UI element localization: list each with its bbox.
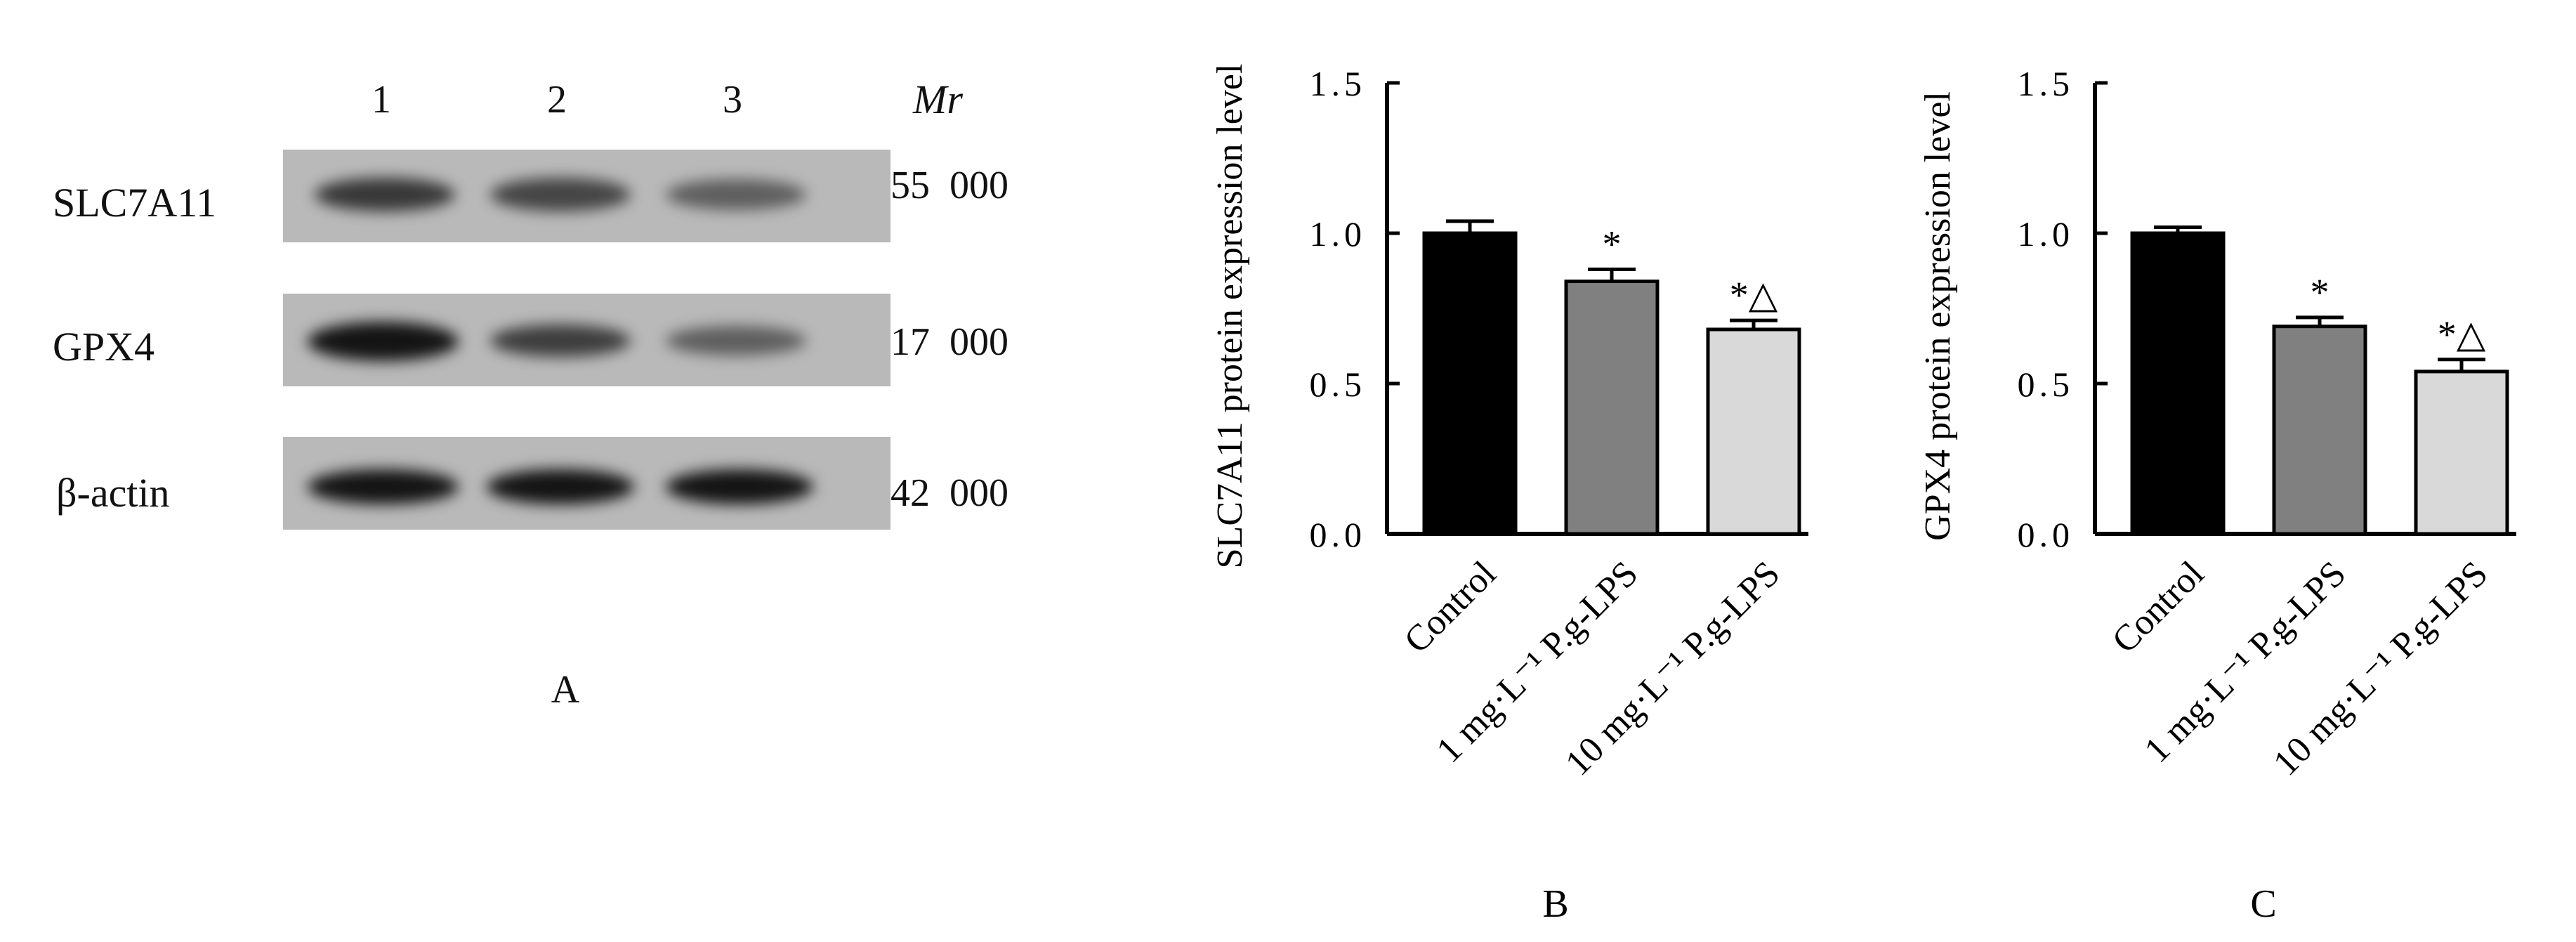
y-tick-label: 1.5	[1310, 64, 1367, 103]
y-tick-label: 1.0	[1310, 214, 1367, 254]
bar-2	[1564, 279, 1660, 536]
mr-value-beta-actin: 42 000	[891, 471, 1008, 515]
y-tick-label: 0.5	[1310, 365, 1367, 404]
protein-label-beta-actin: β-actin	[56, 470, 170, 516]
bar-1	[2130, 231, 2226, 536]
bar-3	[2414, 369, 2509, 536]
y-axis-label: GPX4 protein expression level	[1918, 91, 1958, 541]
blot-strip-beta-actin	[283, 437, 891, 530]
y-axis-label: SLC7A11 protein expression level	[1210, 64, 1250, 569]
band	[487, 469, 634, 504]
y-tick-label: 0.0	[1310, 515, 1367, 554]
band	[308, 469, 459, 504]
y-tick-label: 1.0	[2018, 214, 2075, 254]
mr-value-gpx4: 17 000	[891, 320, 1008, 364]
bar-1	[1422, 231, 1518, 536]
mr-value-slc7a11: 55 000	[891, 164, 1008, 207]
blot-strip-gpx4	[283, 294, 891, 386]
panel-letter-a: A	[551, 668, 580, 712]
bar-2	[2272, 325, 2367, 536]
band	[308, 322, 459, 361]
band	[666, 469, 813, 504]
panel-letter: C	[2250, 882, 2276, 926]
band	[666, 179, 806, 210]
category-label: Control	[1397, 554, 1504, 661]
y-tick-label: 0.0	[2018, 515, 2075, 554]
significance-mark: *△	[1730, 274, 1778, 316]
category-label: Control	[2105, 554, 2212, 661]
blot-strip-slc7a11	[283, 150, 891, 242]
significance-mark: *△	[2438, 313, 2486, 355]
lane-label-3: 3	[723, 78, 742, 122]
lane-label-2: 2	[547, 78, 567, 122]
gpx4-bar-chart: GPX4 protein expression level 0.0 0.5 1.0 1.…	[1918, 64, 2516, 926]
band	[315, 178, 455, 211]
slc7a11-bar-chart: SLC7A11 protein expression level 0.0 0.5 1.…	[1210, 64, 1808, 926]
y-tick-label: 0.5	[2018, 365, 2075, 404]
band	[490, 178, 631, 211]
protein-label-gpx4: GPX4	[53, 324, 155, 369]
band	[490, 325, 631, 357]
band	[666, 326, 806, 355]
y-tick-label: 1.5	[2018, 64, 2075, 103]
significance-mark: *	[2311, 271, 2329, 313]
panel-letter: B	[1542, 882, 1568, 926]
protein-label-slc7a11: SLC7A11	[53, 180, 217, 225]
mr-header: Mr	[913, 77, 963, 122]
bar-3	[1706, 327, 1801, 536]
significance-mark: *	[1603, 223, 1622, 265]
lane-label-1: 1	[372, 78, 391, 122]
